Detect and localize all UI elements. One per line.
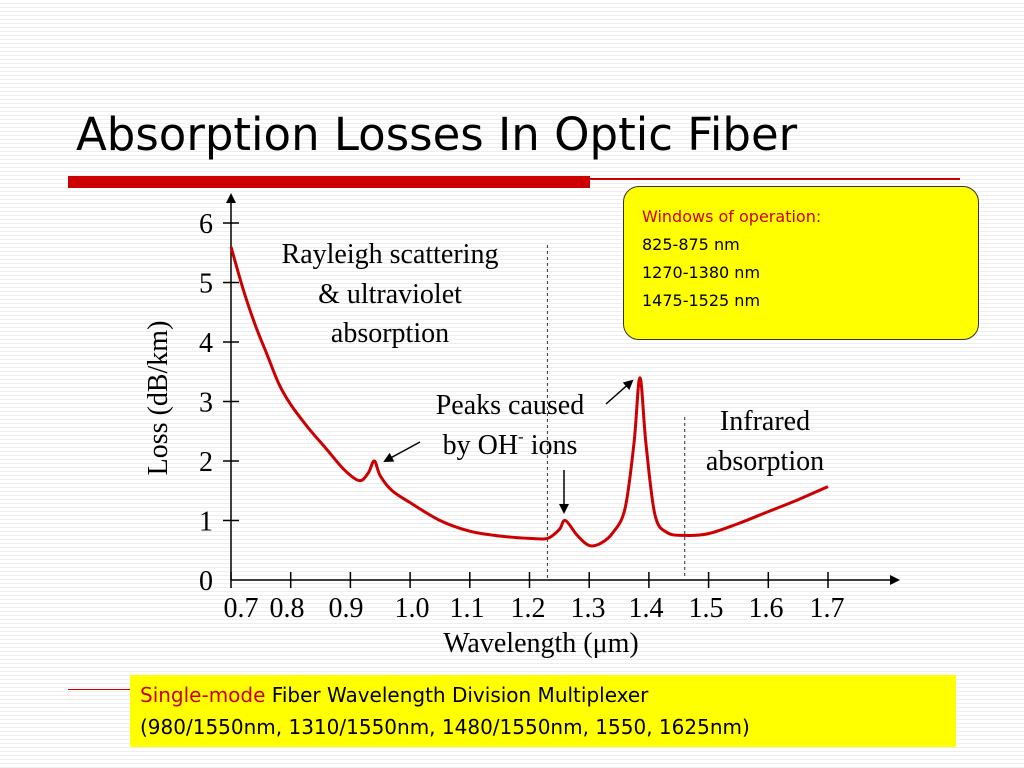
x-tick-label: 1.4 bbox=[629, 593, 664, 624]
x-axis-label-unit: μm bbox=[593, 628, 630, 659]
peaks-label-sup: - bbox=[518, 427, 524, 446]
x-tick-label: 1.6 bbox=[749, 593, 784, 624]
window-line: 825-875 nm bbox=[642, 235, 740, 254]
windows-title: Windows of operation: bbox=[642, 207, 822, 226]
x-tick-label: 1.5 bbox=[689, 593, 724, 624]
rayleigh-label-line3: absorption bbox=[331, 318, 449, 349]
y-tick-label: 6 bbox=[199, 209, 213, 240]
y-tick-label: 1 bbox=[199, 507, 213, 538]
arrow-to-peak-095 bbox=[383, 441, 421, 462]
x-tick-label: 0.8 bbox=[270, 593, 305, 624]
rayleigh-label-line1: Rayleigh scattering bbox=[282, 239, 499, 270]
y-tick-label: 4 bbox=[199, 328, 213, 359]
x-tick-label: 0.9 bbox=[329, 593, 364, 624]
axis-ticks bbox=[223, 222, 829, 588]
y-axis-label: Loss (dB/km) bbox=[143, 321, 174, 476]
window-dividers bbox=[546, 245, 686, 578]
x-axis-label-suffix: ) bbox=[629, 628, 638, 659]
x-tick-label: 1.1 bbox=[450, 593, 485, 624]
x-tick-label: 0.7 bbox=[224, 593, 259, 624]
x-tick-label: 1.7 bbox=[810, 593, 845, 624]
title-underline-bar bbox=[68, 176, 590, 188]
infrared-label-line2: absorption bbox=[706, 446, 824, 477]
rayleigh-label-line2: & ultraviolet bbox=[318, 279, 462, 310]
y-tick-label: 3 bbox=[199, 388, 213, 419]
peaks-label-oh: by OH bbox=[443, 430, 518, 461]
x-tick-label: 1.0 bbox=[395, 593, 430, 624]
peaks-label-line1: Peaks caused bbox=[436, 390, 585, 421]
loss-curve bbox=[229, 246, 829, 548]
title-underline-line bbox=[590, 178, 960, 180]
x-tick-label: 1.3 bbox=[571, 593, 606, 624]
peaks-label-ions: ions bbox=[524, 430, 578, 461]
peaks-label-line2: by OH- ions bbox=[443, 427, 578, 461]
bottom-rule bbox=[68, 689, 130, 690]
wdm-note-line1: Single-mode Fiber Wavelength Division Mu… bbox=[140, 679, 946, 711]
y-tick-label: 2 bbox=[199, 447, 213, 478]
slide-title: Absorption Losses In Optic Fiber bbox=[76, 108, 798, 161]
x-axis-label-prefix: Wavelength ( bbox=[443, 628, 592, 659]
wdm-note-line2: (980/1550nm, 1310/1550nm, 1480/1550nm, 1… bbox=[140, 715, 750, 739]
y-tick-label: 5 bbox=[199, 269, 213, 300]
window-line: 1270-1380 nm bbox=[642, 263, 761, 282]
wdm-note-box: Single-mode Fiber Wavelength Division Mu… bbox=[130, 675, 956, 747]
infrared-label-line1: Infrared bbox=[720, 406, 810, 437]
windows-of-operation-box: Windows of operation: 825-875 nm 1270-13… bbox=[623, 186, 979, 340]
wdm-note-line1-rest: Fiber Wavelength Division Multiplexer bbox=[265, 683, 649, 707]
y-tick-label: 0 bbox=[199, 566, 213, 597]
arrow-to-peak-139 bbox=[605, 379, 634, 405]
single-mode-label: Single-mode bbox=[140, 683, 266, 707]
x-axis-label: Wavelength (μm) bbox=[443, 628, 638, 659]
x-tick-label: 1.2 bbox=[511, 593, 546, 624]
window-line: 1475-1525 nm bbox=[642, 291, 761, 310]
